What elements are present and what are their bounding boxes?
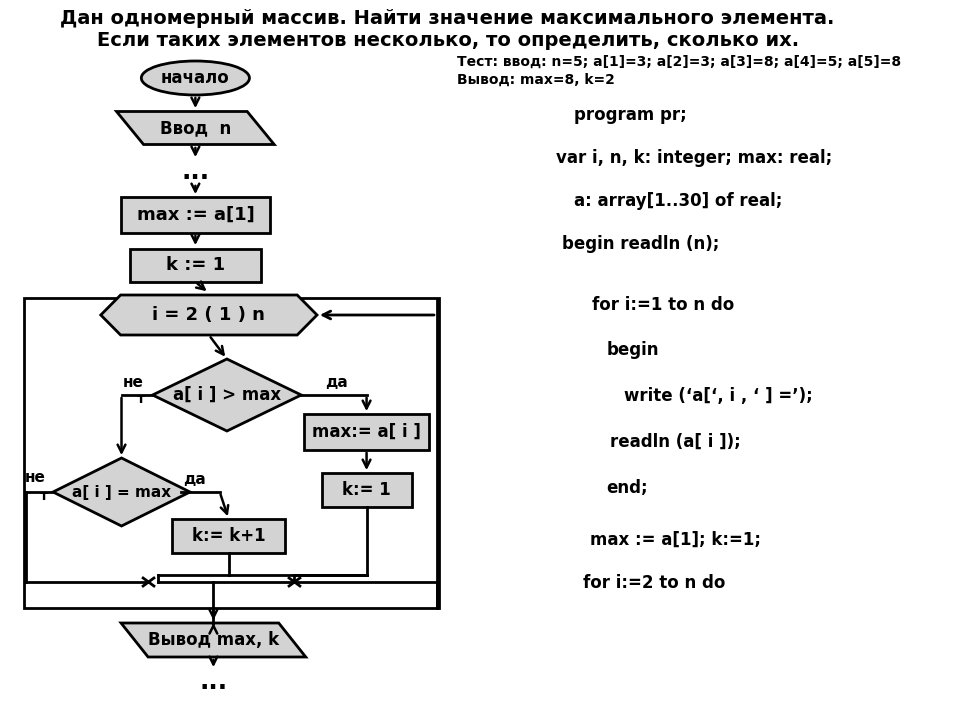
Text: начало: начало (161, 69, 229, 87)
Text: не: не (25, 470, 45, 485)
Bar (322, 473, 412, 507)
Text: max := a[1]: max := a[1] (136, 206, 254, 224)
Text: Вывод max, k: Вывод max, k (148, 631, 279, 649)
Bar (121, 197, 270, 233)
Text: Тест: ввод: n=5; a[1]=3; a[2]=3; a[3]=8; a[4]=5; a[5]=8: Тест: ввод: n=5; a[1]=3; a[2]=3; a[3]=8;… (457, 55, 900, 69)
Text: for i:=2 to n do: for i:=2 to n do (583, 574, 725, 592)
Text: write (‘a[‘, i , ‘ ] =’);: write (‘a[‘, i , ‘ ] =’); (624, 387, 813, 405)
Bar (130, 248, 261, 282)
Text: k:= k+1: k:= k+1 (192, 527, 266, 545)
Text: Если таких элементов несколько, то определить, сколько их.: Если таких элементов несколько, то опред… (97, 30, 799, 50)
Text: Дан одномерный массив. Найти значение максимального элемента.: Дан одномерный массив. Найти значение ма… (60, 9, 835, 27)
Text: да: да (183, 472, 205, 487)
Bar (24, 298, 439, 608)
Polygon shape (101, 295, 317, 335)
Text: var i, n, k: integer; max: real;: var i, n, k: integer; max: real; (556, 149, 832, 167)
Text: begin: begin (606, 341, 659, 359)
Text: k := 1: k := 1 (166, 256, 225, 274)
Text: a[ i ] = max: a[ i ] = max (72, 485, 171, 500)
Text: for i:=1 to n do: for i:=1 to n do (591, 296, 734, 314)
Text: т: т (137, 392, 145, 406)
Text: не: не (123, 374, 144, 390)
Text: end;: end; (606, 479, 648, 497)
Bar (304, 414, 429, 450)
Text: Ввод  n: Ввод n (159, 119, 231, 137)
Text: k:= 1: k:= 1 (342, 481, 391, 499)
Polygon shape (153, 359, 301, 431)
Polygon shape (121, 623, 305, 657)
Text: readln (a[ i ]);: readln (a[ i ]); (610, 433, 740, 451)
Text: i = 2 ( 1 ) n: i = 2 ( 1 ) n (153, 306, 265, 324)
Polygon shape (53, 458, 190, 526)
Text: program pr;: program pr; (574, 106, 686, 124)
Text: a[ i ] > max: a[ i ] > max (173, 386, 281, 404)
Ellipse shape (141, 61, 250, 95)
Text: ...: ... (200, 670, 228, 694)
Polygon shape (116, 112, 275, 145)
Text: Вывод: max=8, k=2: Вывод: max=8, k=2 (457, 73, 614, 87)
Text: да: да (325, 374, 348, 390)
Bar (173, 519, 285, 553)
Text: max := a[1]; k:=1;: max := a[1]; k:=1; (590, 531, 761, 549)
Text: max:= a[ i ]: max:= a[ i ] (312, 423, 421, 441)
Text: a: array[1..30] of real;: a: array[1..30] of real; (574, 192, 782, 210)
Text: т: т (40, 489, 48, 503)
Text: begin readln (n);: begin readln (n); (563, 235, 719, 253)
Text: ...: ... (181, 160, 209, 184)
